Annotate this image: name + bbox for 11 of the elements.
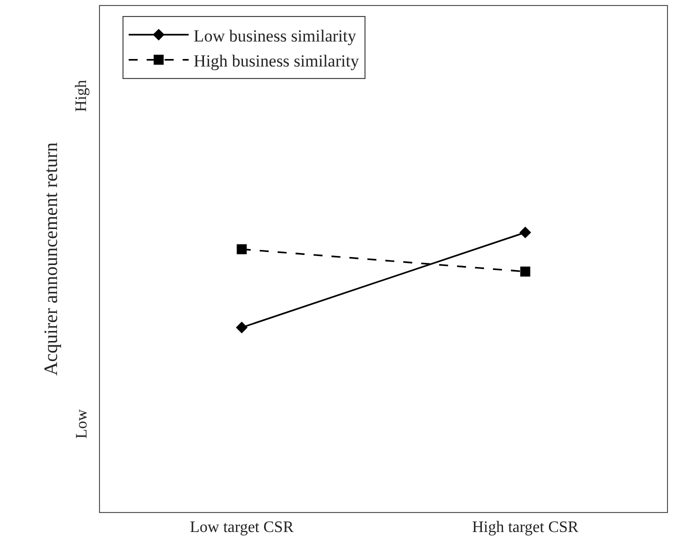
text: Low bbox=[73, 408, 90, 439]
point bbox=[519, 226, 532, 238]
x-tick-label: Low target CSR bbox=[190, 519, 294, 536]
point bbox=[236, 244, 247, 254]
x-tick-label: High target CSR bbox=[472, 519, 579, 536]
y-axis-title: Acquirer announcement return bbox=[40, 142, 62, 376]
text: High bbox=[73, 80, 90, 112]
legend-label: High business similarity bbox=[194, 51, 360, 70]
legend-label: Low business similarity bbox=[194, 26, 357, 46]
point bbox=[236, 322, 248, 334]
point bbox=[520, 266, 530, 277]
